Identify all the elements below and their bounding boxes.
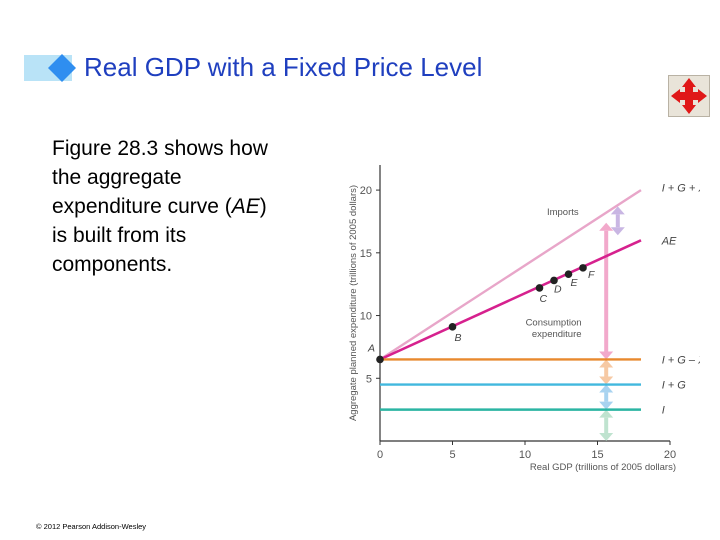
point-a bbox=[376, 355, 384, 364]
point-label: F bbox=[588, 269, 595, 281]
y-tick-label: 20 bbox=[360, 185, 372, 197]
chart-series-lines bbox=[379, 189, 642, 411]
copyright-notice: © 2012 Pearson Addison-Wesley bbox=[36, 522, 147, 531]
point-label: E bbox=[571, 277, 579, 289]
y-axis-title: Aggregate planned expenditure (trillions… bbox=[348, 185, 359, 421]
point-b bbox=[448, 323, 457, 331]
component-arrows bbox=[599, 206, 625, 441]
series-label: I + G + X + C bbox=[662, 183, 700, 195]
series-label: I bbox=[662, 405, 665, 417]
x-component-arrow-head-up bbox=[599, 359, 614, 368]
series-label: AE bbox=[661, 235, 677, 247]
x-tick-label: 20 bbox=[664, 449, 676, 461]
series-line-ae bbox=[379, 239, 642, 361]
move-navigation-button[interactable] bbox=[668, 75, 710, 117]
consumption-arrow-head-up bbox=[599, 222, 614, 231]
series-line-i-g-x-c bbox=[379, 189, 642, 361]
x-tick-label: 15 bbox=[591, 449, 603, 461]
g-component-arrow-head-up bbox=[599, 384, 614, 393]
series-label: I + G bbox=[662, 380, 687, 392]
point-label: A bbox=[367, 342, 375, 354]
point-f bbox=[579, 264, 587, 272]
point-c bbox=[535, 284, 544, 292]
i-component-arrow-head-down bbox=[599, 433, 614, 441]
body-line: components. bbox=[52, 253, 173, 276]
annotation-label: Consumption bbox=[526, 318, 582, 329]
i-component-arrow-head-up bbox=[599, 409, 614, 418]
annotation-label: Imports bbox=[547, 207, 579, 218]
x-axis-title: Real GDP (trillions of 2005 dollars) bbox=[530, 462, 676, 473]
x-tick-label: 5 bbox=[449, 449, 455, 461]
body-line-text: expenditure curve ( bbox=[52, 195, 232, 218]
imports-arrow-head-down bbox=[610, 227, 625, 236]
slide-body-text: Figure 28.3 shows how the aggregate expe… bbox=[52, 134, 322, 279]
y-tick-label: 10 bbox=[360, 311, 372, 323]
title-decoration-icon bbox=[24, 54, 76, 82]
x-tick-label: 0 bbox=[377, 449, 383, 461]
point-e bbox=[564, 270, 573, 278]
slide-title: Real GDP with a Fixed Price Level bbox=[84, 52, 483, 82]
point-label: C bbox=[540, 293, 548, 305]
ae-abbreviation: AE bbox=[231, 195, 260, 218]
y-tick-label: 15 bbox=[360, 248, 372, 260]
body-line: is built from its bbox=[52, 224, 187, 247]
point-label: B bbox=[455, 332, 462, 344]
four-way-move-arrows-icon bbox=[671, 78, 707, 114]
consumption-arrow-head-down bbox=[599, 351, 614, 360]
g-component-arrow-head-down bbox=[599, 401, 614, 410]
y-tick-label: 5 bbox=[366, 373, 372, 385]
x-component-arrow-head-down bbox=[599, 376, 614, 385]
x-tick-label: 10 bbox=[519, 449, 531, 461]
point-d bbox=[550, 276, 558, 285]
body-line: expenditure curve (AE) bbox=[52, 192, 322, 221]
series-label: I + G – X bbox=[662, 354, 700, 366]
body-line: the aggregate bbox=[52, 166, 182, 189]
body-line-text: ) bbox=[259, 195, 267, 218]
body-line: Figure 28.3 shows how bbox=[52, 137, 268, 160]
annotation-label: expenditure bbox=[532, 329, 582, 340]
point-label: D bbox=[554, 283, 562, 295]
imports-arrow-head-up bbox=[610, 206, 625, 215]
